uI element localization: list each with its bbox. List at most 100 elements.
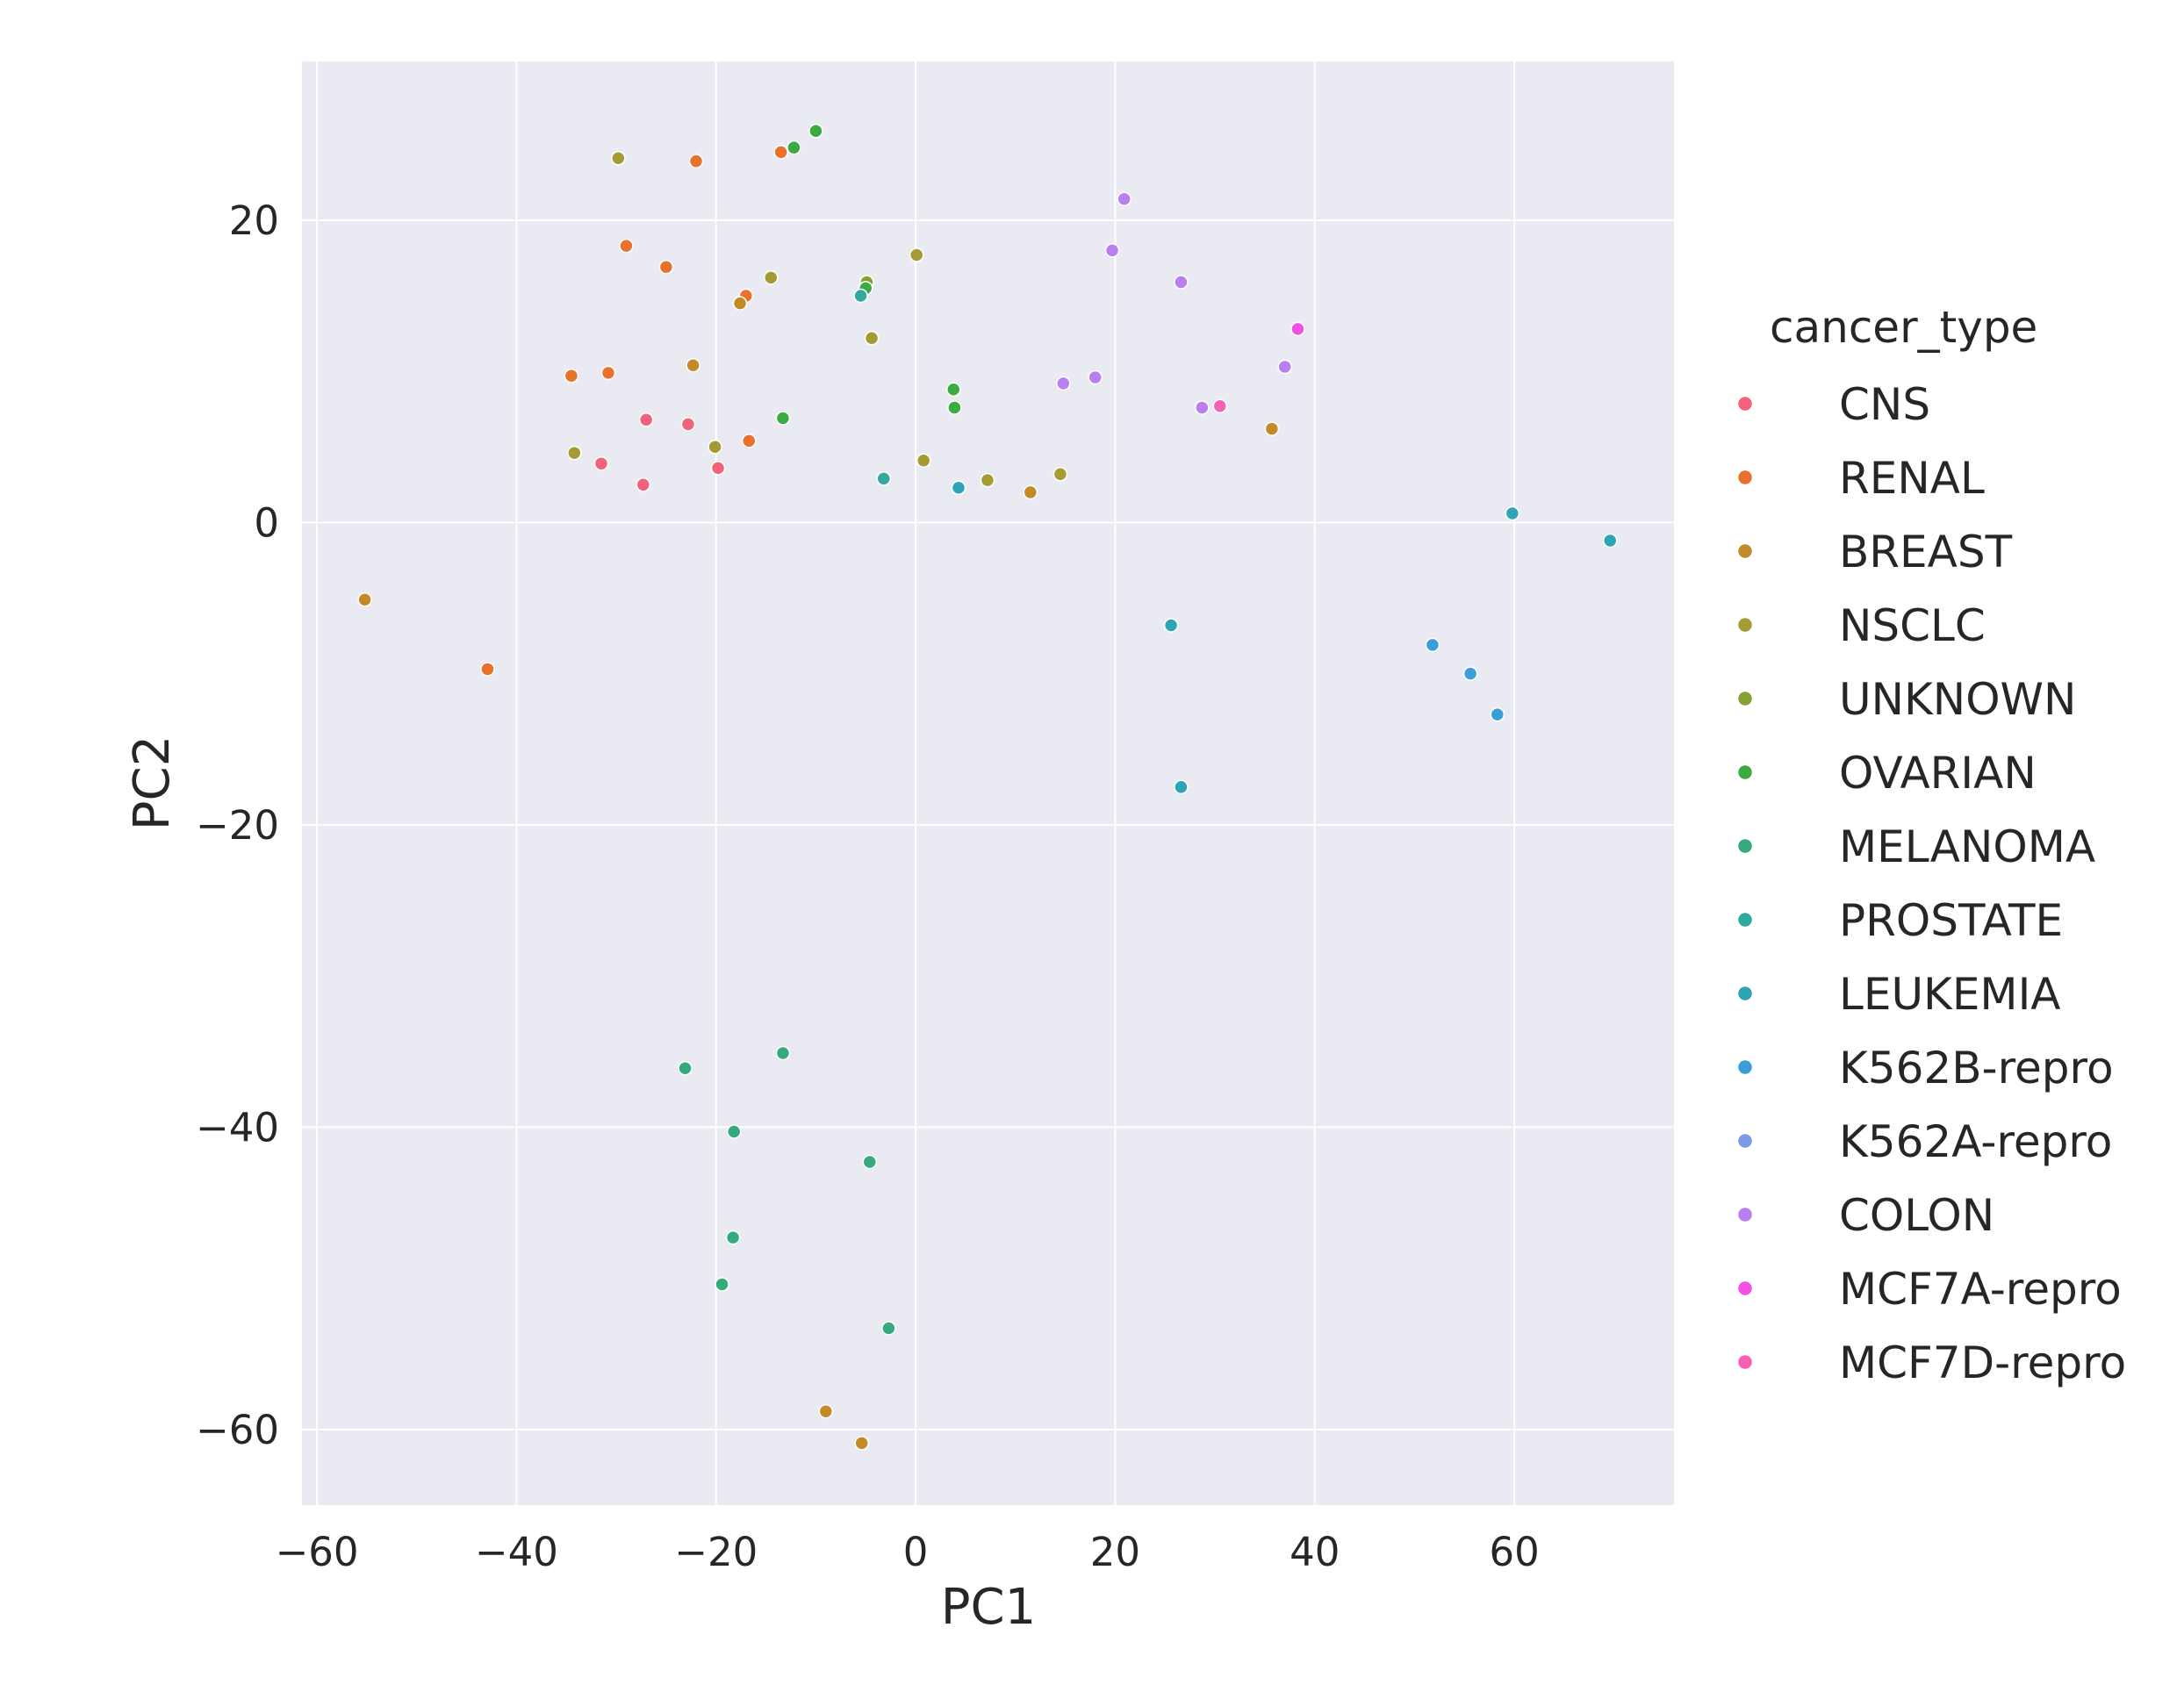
- legend-label-breast: BREAST: [1839, 527, 2013, 577]
- point-breast: [1023, 484, 1038, 500]
- point-breast: [357, 592, 372, 607]
- point-k562b-repro: [1490, 706, 1505, 722]
- legend-label-mcf7a-repro: MCF7A-repro: [1839, 1264, 2122, 1315]
- grid-lines: [302, 61, 1674, 1505]
- point-ovarian: [775, 411, 791, 426]
- legend-marker-k562b-repro: [1736, 1058, 1754, 1076]
- point-cns: [593, 455, 609, 471]
- point-nsclc: [980, 472, 995, 488]
- point-melanoma: [725, 1230, 741, 1245]
- y-axis-ticks: −60 −40 −20 0 20: [196, 197, 279, 1453]
- x-tick-label: 20: [1090, 1529, 1140, 1575]
- point-mcf7d-repro: [1212, 398, 1228, 413]
- point-nsclc: [611, 150, 626, 166]
- legend-label-melanoma: MELANOMA: [1839, 821, 2095, 872]
- point-colon: [1056, 376, 1071, 391]
- x-tick-label: −40: [475, 1529, 558, 1575]
- legend-label-k562a-repro: K562A-repro: [1839, 1116, 2112, 1167]
- point-nsclc: [567, 445, 582, 461]
- point-breast: [732, 296, 748, 311]
- point-leukemia: [1163, 618, 1179, 633]
- point-nsclc: [764, 270, 779, 285]
- point-nsclc: [1052, 466, 1068, 482]
- point-leukemia: [1602, 533, 1618, 549]
- x-tick-label: 40: [1290, 1529, 1340, 1575]
- data-points: [357, 123, 1618, 1451]
- point-breast: [1264, 421, 1280, 436]
- legend-label-k562b-repro: K562B-repro: [1839, 1043, 2114, 1093]
- x-tick-label: 0: [903, 1529, 929, 1575]
- point-ovarian: [947, 400, 962, 415]
- y-tick-label: 0: [254, 499, 279, 546]
- point-renal: [480, 662, 495, 677]
- point-melanoma: [862, 1154, 878, 1170]
- point-prostate: [876, 471, 891, 486]
- x-axis-ticks: −60 −40 −20 0 20 40 60: [276, 1529, 1540, 1575]
- point-melanoma: [726, 1124, 742, 1139]
- y-tick-label: 20: [229, 197, 279, 244]
- point-renal: [742, 434, 757, 448]
- point-ovarian: [808, 123, 823, 139]
- legend-label-colon: COLON: [1839, 1190, 1994, 1241]
- point-cns: [638, 412, 654, 427]
- point-renal: [773, 145, 788, 160]
- point-nsclc: [708, 439, 722, 455]
- point-ovarian: [946, 382, 961, 398]
- point-k562b-repro: [1462, 666, 1478, 681]
- point-melanoma: [881, 1321, 896, 1336]
- point-colon: [1174, 275, 1189, 290]
- legend-label-ovarian: OVARIAN: [1839, 748, 2037, 799]
- point-cns: [636, 477, 651, 492]
- legend-marker-mcf7a-repro: [1736, 1280, 1754, 1297]
- point-leukemia: [1505, 506, 1520, 521]
- point-melanoma: [775, 1045, 791, 1061]
- y-tick-label: −40: [196, 1104, 279, 1151]
- legend-marker-ovarian: [1736, 764, 1754, 781]
- point-colon: [1277, 359, 1292, 375]
- y-tick-label: −20: [196, 802, 279, 849]
- point-colon: [1104, 243, 1120, 258]
- legend-label-renal: RENAL: [1839, 453, 1985, 504]
- legend-label-mcf7d-repro: MCF7D-repro: [1839, 1337, 2126, 1388]
- point-melanoma: [715, 1277, 729, 1292]
- legend-title: cancer_type: [1770, 302, 2037, 353]
- point-colon: [1117, 191, 1132, 206]
- point-renal: [600, 365, 616, 381]
- legend-marker-nsclc: [1736, 616, 1754, 634]
- x-tick-label: 60: [1489, 1529, 1539, 1575]
- legend-marker-melanoma: [1736, 837, 1754, 855]
- point-renal: [564, 369, 579, 384]
- point-ovarian: [787, 140, 801, 155]
- x-tick-label: −60: [276, 1529, 359, 1575]
- legend: cancer_type CNS RENAL BREAST NSCLC UNKNOWN OV…: [1736, 302, 2126, 1388]
- point-nsclc: [909, 247, 924, 262]
- legend-marker-unknown: [1736, 690, 1754, 707]
- point-k562b-repro: [1425, 637, 1440, 653]
- legend-marker-colon: [1736, 1206, 1754, 1223]
- legend-marker-cns: [1736, 395, 1754, 412]
- legend-label-prostate: PROSTATE: [1839, 895, 2063, 946]
- legend-marker-leukemia: [1736, 985, 1754, 1002]
- x-tick-label: −20: [674, 1529, 758, 1575]
- point-breast: [686, 357, 700, 373]
- point-renal: [658, 260, 674, 275]
- point-colon: [1088, 369, 1103, 385]
- legend-marker-breast: [1736, 542, 1754, 560]
- legend-marker-mcf7d-repro: [1736, 1353, 1754, 1371]
- point-leukemia: [1174, 779, 1189, 795]
- point-renal: [619, 238, 634, 254]
- point-nsclc: [864, 330, 880, 346]
- legend-label-leukemia: LEUKEMIA: [1839, 969, 2061, 1020]
- legend-marker-prostate: [1736, 911, 1754, 929]
- legend-marker-k562a-repro: [1736, 1132, 1754, 1150]
- legend-label-nsclc: NSCLC: [1839, 600, 1986, 651]
- y-axis-title: PC2: [124, 735, 181, 831]
- legend-marker-renal: [1736, 469, 1754, 486]
- point-mcf7a-repro: [1290, 321, 1305, 337]
- point-nsclc: [916, 453, 931, 468]
- point-melanoma: [678, 1060, 693, 1076]
- legend-label-unknown: UNKNOWN: [1839, 674, 2076, 725]
- point-colon: [1195, 400, 1210, 415]
- point-breast: [854, 1436, 869, 1451]
